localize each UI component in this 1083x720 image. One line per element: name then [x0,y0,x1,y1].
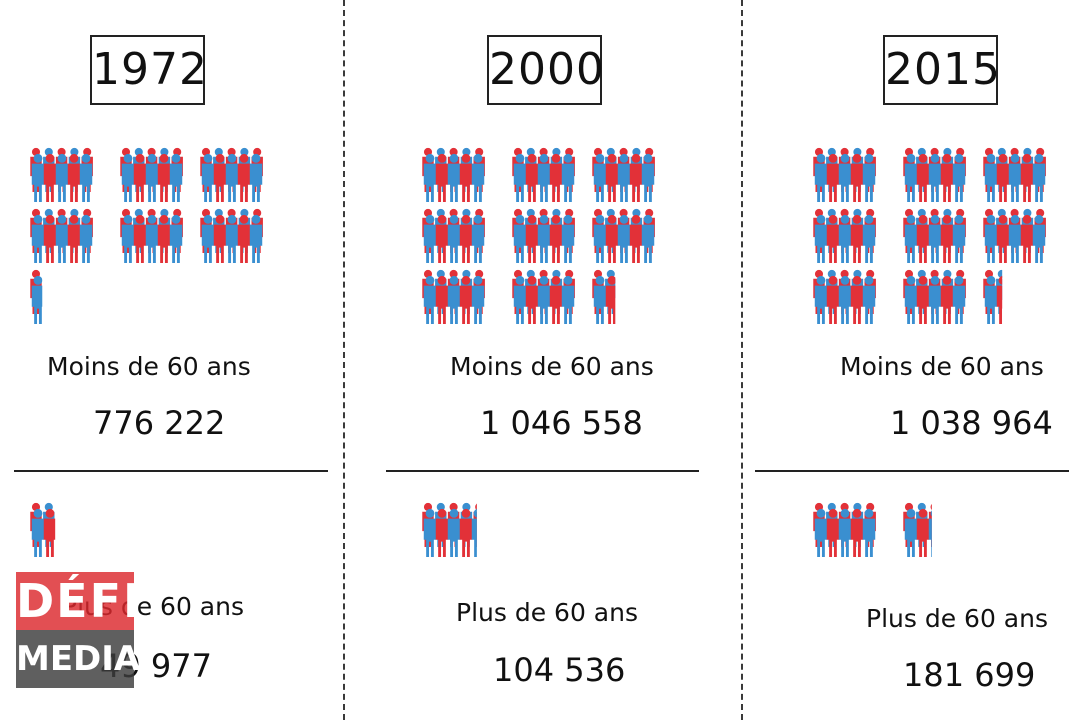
people-group-icon [592,147,655,202]
people-group-icon [592,269,616,324]
people-group-icon [200,147,263,202]
panel-divider [343,0,345,720]
separator-line [386,470,699,472]
under-60-value: 776 222 [93,404,226,442]
people-group-icon [30,147,93,202]
people-group-icon [512,208,575,263]
panel-divider [741,0,743,720]
people-group-icon [422,269,485,324]
people-group-icon [903,147,966,202]
people-group-icon [903,269,966,324]
people-group-icon [813,269,876,324]
over-60-label: Plus de 60 ans [456,598,638,627]
over-60-value: 104 536 [493,651,626,689]
people-group-icon [422,147,485,202]
people-group-icon [200,208,263,263]
year-label-2015: 2015 [883,35,1000,105]
people-group-icon [592,208,655,263]
people-group-icon [120,147,183,202]
people-group-icon [813,208,876,263]
people-group-icon [422,208,485,263]
people-group-icon [983,269,1003,324]
people-group-icon [120,208,183,263]
year-label-1972: 1972 [90,35,207,105]
logo-line-1: DÉFI [16,572,143,630]
people-group-icon [813,502,876,557]
separator-line [755,470,1069,472]
people-group-icon [813,147,876,202]
under-60-value: 1 046 558 [480,404,643,442]
people-group-icon [903,502,932,557]
people-group-icon [30,208,93,263]
under-60-label: Moins de 60 ans [47,352,251,381]
separator-line [14,470,328,472]
under-60-value: 1 038 964 [890,404,1053,442]
people-group-icon [512,269,575,324]
people-group-icon [983,208,1046,263]
people-group-icon [903,208,966,263]
under-60-label: Moins de 60 ans [450,352,654,381]
over-60-value: 181 699 [903,656,1036,694]
logo-line-2: MEDIA [16,630,140,688]
people-group-icon [512,147,575,202]
people-group-icon [983,147,1046,202]
over-60-label: Plus de 60 ans [866,604,1048,633]
year-label-2000: 2000 [487,35,604,105]
people-group-icon [422,502,477,557]
people-group-icon [30,269,43,324]
people-group-icon [30,502,56,557]
defi-media-logo: DÉFI MEDIA [16,572,143,688]
under-60-label: Moins de 60 ans [840,352,1044,381]
